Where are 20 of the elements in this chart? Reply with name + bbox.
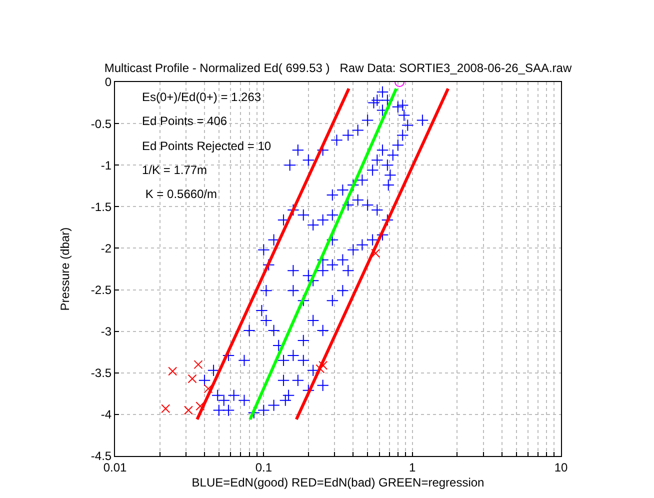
y-tick-label: -1 bbox=[100, 158, 112, 172]
x-tick-label: 10 bbox=[554, 460, 568, 474]
y-tick-label: -2.5 bbox=[90, 282, 112, 297]
y-tick-label: -4 bbox=[100, 408, 112, 422]
y-tick-label: -3 bbox=[100, 324, 112, 339]
annotation: 1/K = 1.77m bbox=[142, 163, 208, 177]
x-tick-label: 0.1 bbox=[255, 460, 272, 474]
chart-title: Multicast Profile - Normalized Ed( 699.53 ) Raw Data: SORTIE3_2008-06-26_SAA.raw bbox=[104, 61, 572, 75]
annotation: K = 0.5660/m bbox=[142, 187, 218, 201]
y-tick-label: -1.5 bbox=[90, 200, 112, 214]
annotation: Ed Points Rejected = 10 bbox=[142, 139, 272, 153]
y-axis-title: Pressure (dbar) bbox=[58, 227, 72, 311]
annotation: Ed Points = 406 bbox=[142, 114, 228, 128]
x-axis-title: BLUE=EdN(good) RED=EdN(bad) GREEN=regression bbox=[192, 475, 484, 490]
y-tick-label: 0 bbox=[104, 75, 112, 90]
x-tick-label: 1 bbox=[408, 460, 416, 474]
y-tick-label: -3.5 bbox=[90, 366, 112, 380]
y-tick-label: -0.5 bbox=[90, 116, 112, 131]
annotation: Es(0+)/Ed(0+) = 1.263 bbox=[142, 90, 262, 104]
y-tick-label: -2 bbox=[100, 241, 112, 256]
